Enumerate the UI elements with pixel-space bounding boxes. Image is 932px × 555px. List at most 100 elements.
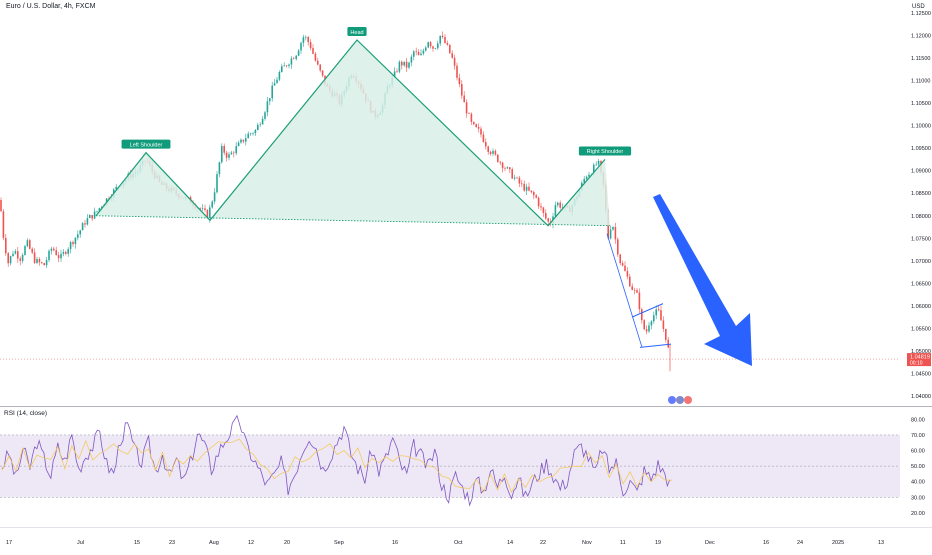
candle-body	[492, 150, 494, 154]
candle-body	[7, 253, 9, 264]
candle-body	[81, 223, 84, 231]
time-tick-label: 20	[284, 540, 290, 546]
candle-body	[393, 71, 396, 77]
candle-body	[101, 206, 103, 208]
candle-body	[506, 167, 509, 169]
candle-body	[230, 152, 233, 155]
candle-body	[583, 179, 585, 183]
time-tick-label: Aug	[209, 540, 219, 546]
candle-body	[216, 174, 218, 193]
candle-body	[79, 230, 81, 235]
candle-body	[21, 255, 24, 261]
pattern-fill	[96, 40, 610, 226]
candle-body	[465, 102, 468, 114]
rsi-tick-label: 80.00	[911, 417, 925, 423]
rsi-tick-label: 50.00	[911, 464, 925, 470]
candle-body	[614, 227, 617, 240]
candle-body	[259, 124, 261, 125]
candle-body	[619, 254, 621, 264]
time-tick-label: 22	[540, 540, 546, 546]
candle-body	[5, 238, 7, 254]
candle-body	[245, 138, 247, 142]
current-price-value: 1.04819	[910, 355, 930, 361]
pattern-outline	[95, 39, 606, 227]
candle-body	[487, 146, 489, 152]
time-tick-label: 16	[763, 540, 769, 546]
rsi-axis[interactable]: 80.00 70.00 60.00 50.00 40.00 30.00 20.00	[911, 417, 925, 517]
channel-lower	[639, 343, 672, 348]
price-tick-label: 1.05000	[911, 349, 931, 355]
candle-body	[420, 53, 422, 56]
candle-body	[221, 146, 223, 163]
candle-body	[281, 66, 283, 72]
candle-body	[307, 37, 309, 43]
candle-body	[254, 130, 257, 134]
price-axis[interactable]: 1.12500 1.12000 1.11500 1.11000 1.10500 1.100…	[907, 11, 931, 400]
candle-body	[559, 202, 561, 208]
time-tick-label: 17	[6, 540, 12, 546]
candle-body	[643, 320, 645, 330]
candle-body	[276, 79, 278, 84]
price-tick-label: 1.07500	[911, 236, 931, 242]
candle-body	[468, 113, 470, 114]
time-axis[interactable]: 17 Jul 15 23 Aug 12 20 Sep 16 Oct 14 22 Nov 11 19 Dec 16…	[6, 540, 884, 546]
candle-body	[60, 253, 62, 259]
rsi-title: RSI (14, close)	[4, 410, 47, 417]
candle-body	[74, 237, 77, 245]
price-tick-label: 1.05500	[911, 326, 931, 332]
candle-body	[2, 211, 5, 238]
right-shoulder-label: Right Shoulder	[587, 149, 624, 155]
candle-body	[458, 77, 461, 84]
head-and-shoulders-pattern: Left Shoulder Head Right Shoulder	[95, 27, 752, 404]
candle-body	[319, 64, 321, 71]
rsi-tick-label: 40.00	[911, 480, 925, 486]
candle-body	[585, 176, 588, 179]
candle-body	[629, 276, 631, 287]
candle-body	[432, 46, 434, 49]
currency-label: USD	[912, 4, 925, 10]
rsi-pane[interactable]	[0, 414, 900, 507]
candle-body	[89, 215, 91, 218]
candle-body	[233, 152, 235, 154]
candle-body	[662, 320, 665, 329]
candle-body	[528, 186, 530, 191]
rsi-ma-line	[1, 438, 672, 493]
candle-body	[17, 251, 19, 259]
candle-body	[38, 259, 41, 263]
candle-body	[593, 164, 595, 175]
channel-drop	[606, 233, 643, 348]
candle-body	[290, 58, 293, 65]
candle-body	[609, 229, 612, 239]
candle-body	[57, 255, 60, 259]
price-tick-label: 1.09000	[911, 169, 931, 175]
candle-body	[209, 207, 211, 219]
rsi-tick-label: 60.00	[911, 449, 925, 455]
left-shoulder-label-bg	[121, 139, 171, 149]
candle-body	[497, 154, 499, 162]
candle-body	[237, 142, 240, 147]
candle-body	[473, 121, 475, 125]
rsi-tick-label: 70.00	[911, 433, 925, 439]
candle-body	[264, 112, 266, 119]
candle-body	[67, 249, 69, 254]
candle-body	[501, 162, 504, 169]
candle-body	[252, 133, 254, 134]
candle-body	[321, 70, 324, 76]
candle-body	[396, 71, 398, 72]
candle-body	[554, 205, 557, 217]
candle-body	[444, 37, 446, 43]
candle-body	[516, 177, 518, 179]
price-tick-label: 1.04000	[911, 394, 931, 400]
candle-body	[401, 61, 403, 66]
rsi-tick-label: 30.00	[911, 495, 925, 501]
candle-body	[283, 65, 285, 67]
candle-body	[84, 223, 86, 225]
candle-body	[9, 256, 12, 264]
time-tick-label: Oct	[454, 540, 463, 546]
price-tick-label: 1.10000	[911, 124, 931, 130]
candle-body	[513, 177, 516, 179]
candle-body	[463, 95, 465, 103]
candle-body	[77, 234, 79, 238]
